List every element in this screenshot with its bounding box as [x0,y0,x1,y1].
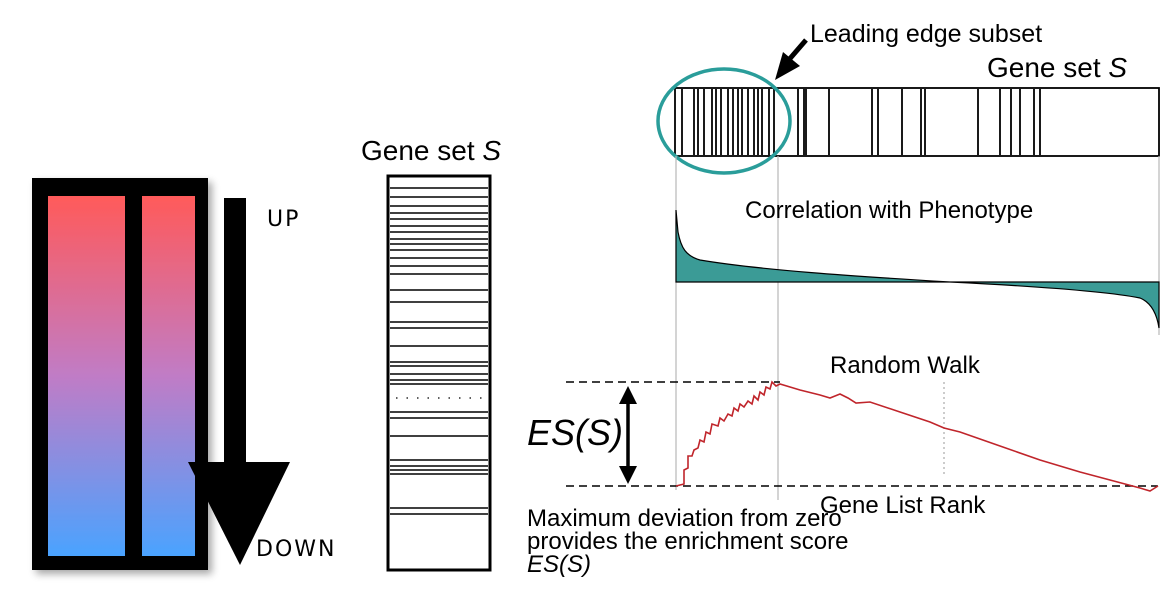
es-double-arrow [619,386,637,484]
gene-set-top-label-prefix: Gene set [987,52,1109,83]
max-deviation-caption: Maximum deviation from zero provides the… [527,505,867,578]
random-walk-label: Random Walk [830,352,980,379]
random-walk-line [675,380,1159,492]
gene-set-middle-label: Gene set S [361,135,501,167]
down-label: DOWN [256,537,337,562]
leading-edge-circle [656,67,792,175]
ranked-list-column-2 [142,196,195,556]
max-deviation-text: Maximum deviation from zero provides the… [527,505,849,555]
gene-set-top-label-var: S [1108,52,1128,83]
ranked-gene-list [32,178,208,570]
leading-edge-arrow [775,38,808,80]
gene-set-barcode-top-ticks [681,89,1041,155]
up-label: UP [267,207,301,232]
gene-set-barcode-top [674,87,1160,157]
gene-set-barcode-middle [386,174,492,572]
correlation-profile [675,209,1160,329]
es-label: ES(S) [527,412,624,453]
gene-set-barcode-ticks [390,187,488,515]
ranked-list-column-1 [48,196,125,556]
up-down-arrow [188,198,290,565]
max-deviation-es: ES(S) [527,551,592,578]
correlation-label: Correlation with Phenotype [745,197,1034,224]
leading-edge-label: Leading edge subset [810,20,1043,48]
gene-set-top-label: Gene set S [987,52,1127,84]
gene-list-rank-label: Gene List Rank [820,492,986,519]
gene-set-middle-label-var: S [482,135,502,166]
gene-set-middle-label-prefix: Gene set [361,135,483,166]
